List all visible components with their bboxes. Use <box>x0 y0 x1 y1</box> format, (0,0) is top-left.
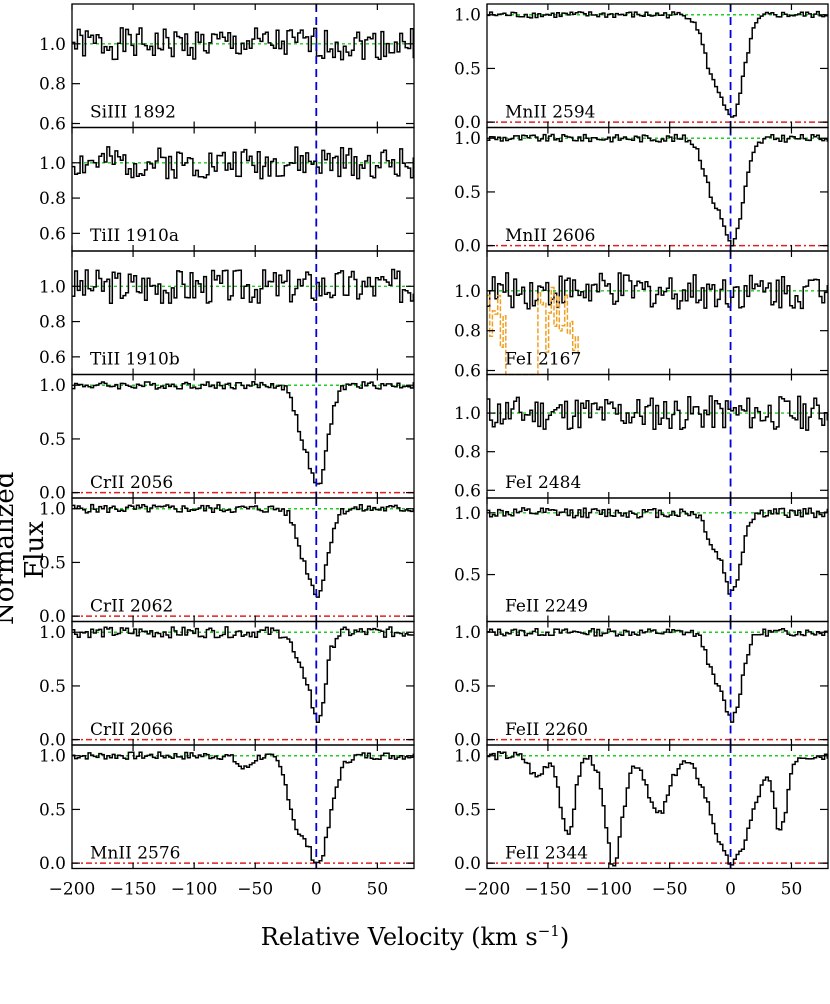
y-tick-label: 0.0 <box>39 607 66 627</box>
y-tick-label: 1.0 <box>454 623 481 643</box>
flux-spectrum <box>72 751 415 864</box>
x-axis-label-close: ) <box>559 923 570 951</box>
y-tick-label: 0.5 <box>39 677 66 697</box>
y-tick-label: 1.0 <box>454 404 481 424</box>
y-tick-label: 0.5 <box>454 566 481 586</box>
y-axis-label: Normalized Flux <box>0 471 50 625</box>
y-tick-label: 0.5 <box>454 59 481 79</box>
transition-label: MnII 2594 <box>505 103 595 123</box>
x-tick-label: −100 <box>171 880 218 900</box>
y-tick-label: 1.0 <box>454 282 481 302</box>
x-tick-label: 0 <box>311 880 322 900</box>
blended-feature <box>487 286 579 376</box>
panel-frame <box>71 744 415 870</box>
x-tick-label: −150 <box>525 880 572 900</box>
panel-frame <box>486 744 829 870</box>
transition-label: CrII 2066 <box>90 720 173 740</box>
transition-label: TiII 1910a <box>90 226 179 246</box>
flux-spectrum <box>72 268 415 305</box>
y-tick-label: 0.5 <box>454 183 481 203</box>
y-tick-label: 0.8 <box>39 75 66 95</box>
flux-spectrum <box>72 381 415 485</box>
x-axis-label-exponent: −1 <box>537 922 560 940</box>
y-tick-label: 1.0 <box>39 154 66 174</box>
y-tick-label: 1.0 <box>454 129 481 149</box>
y-tick-label: 1.0 <box>39 500 66 520</box>
y-tick-label: 0.5 <box>454 800 481 820</box>
y-tick-label: 1.0 <box>454 6 481 26</box>
flux-spectrum <box>487 272 829 310</box>
y-tick-label: 0.6 <box>39 115 66 135</box>
y-tick-label: 1.0 <box>39 623 66 643</box>
transition-label: FeII 2260 <box>505 720 588 740</box>
x-tick-label: 0 <box>725 880 736 900</box>
x-tick-label: −50 <box>237 880 273 900</box>
transition-label: CrII 2062 <box>90 597 173 617</box>
y-tick-label: 1.0 <box>454 504 481 524</box>
x-tick-label: −150 <box>110 880 157 900</box>
y-tick-label: 0.5 <box>454 677 481 697</box>
flux-spectrum <box>487 627 829 723</box>
y-tick-label: 0.0 <box>39 731 66 751</box>
x-tick-label: −200 <box>49 880 96 900</box>
x-tick-label: 50 <box>367 880 389 900</box>
y-tick-label: 0.6 <box>454 362 481 382</box>
flux-spectrum <box>72 503 415 598</box>
y-tick-label: 0.6 <box>39 348 66 368</box>
y-tick-label: 1.0 <box>39 747 66 767</box>
y-tick-label: 0.5 <box>39 553 66 573</box>
flux-spectrum <box>72 146 415 180</box>
y-tick-label: 1.0 <box>39 376 66 396</box>
transition-label: MnII 2576 <box>90 844 180 864</box>
x-tick-label: 50 <box>781 880 803 900</box>
y-tick-label: 1.0 <box>39 35 66 55</box>
y-tick-label: 0.0 <box>39 854 66 874</box>
x-axis-label-main: Relative Velocity (km s <box>260 923 538 951</box>
transition-label: FeII 2344 <box>505 844 588 864</box>
y-tick-label: 0.8 <box>39 313 66 333</box>
x-tick-label: −50 <box>652 880 688 900</box>
y-tick-label: 0.8 <box>454 443 481 463</box>
y-tick-label: 0.0 <box>454 731 481 751</box>
y-tick-label: 1.0 <box>39 277 66 297</box>
transition-label: MnII 2606 <box>505 226 595 246</box>
transition-label: FeII 2249 <box>505 597 588 617</box>
y-tick-label: 0.0 <box>39 484 66 504</box>
y-tick-label: 0.5 <box>39 800 66 820</box>
y-tick-label: 0.6 <box>39 224 66 244</box>
transition-label: FeI 2484 <box>505 473 581 493</box>
x-axis-label: Relative Velocity (km s−1) <box>0 922 830 951</box>
y-tick-label: 1.0 <box>454 747 481 767</box>
transition-label: FeI 2167 <box>505 350 581 370</box>
x-tick-label: −100 <box>585 880 632 900</box>
flux-spectrum <box>72 27 415 61</box>
y-tick-label: 0.6 <box>454 481 481 501</box>
flux-spectrum <box>487 507 829 595</box>
y-tick-label: 0.0 <box>454 854 481 874</box>
y-tick-label: 0.8 <box>454 322 481 342</box>
x-tick-label: −200 <box>464 880 511 900</box>
y-tick-label: 0.0 <box>454 237 481 257</box>
transition-label: TiII 1910b <box>90 350 180 370</box>
transition-label: CrII 2056 <box>90 473 173 493</box>
flux-spectrum <box>487 133 829 247</box>
y-tick-label: 0.8 <box>39 189 66 209</box>
flux-spectrum <box>487 751 829 867</box>
y-tick-label: 0.5 <box>39 430 66 450</box>
flux-spectrum <box>72 626 415 723</box>
y-tick-label: 0.0 <box>454 113 481 133</box>
flux-spectrum <box>487 395 829 431</box>
flux-spectrum <box>487 10 829 118</box>
transition-label: SiIII 1892 <box>90 103 176 123</box>
